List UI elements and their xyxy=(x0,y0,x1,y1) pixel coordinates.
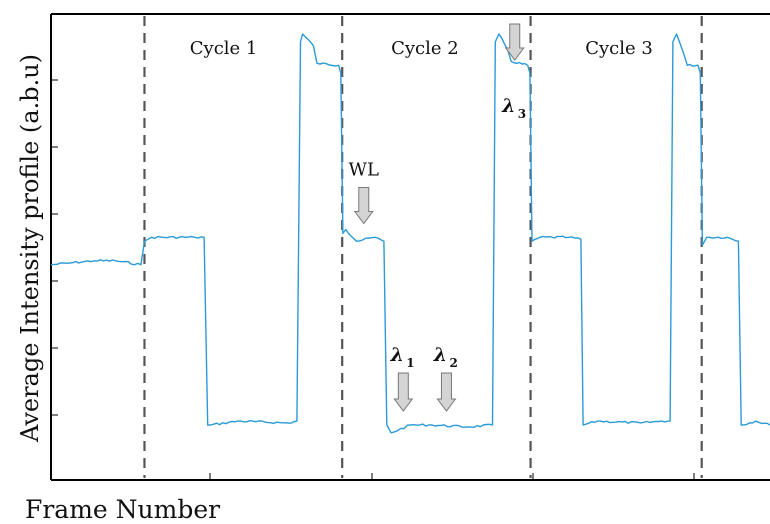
annotation-WL: WL xyxy=(349,160,380,225)
annotation-subscript-lambda-1: 1 xyxy=(406,356,414,370)
annotation-label-lambda-2: λ xyxy=(433,344,447,366)
series-line-0 xyxy=(50,33,770,434)
y-axis-label: Average Intensity profile (a.b.u) xyxy=(16,54,44,443)
annotation-label-lambda-3: λ xyxy=(501,95,515,117)
arrow-icon xyxy=(504,23,525,61)
cycle-label-1: Cycle 1 xyxy=(190,38,258,59)
annotation-label-WL: WL xyxy=(349,160,380,181)
arrow-icon xyxy=(436,372,457,412)
arrow-icon xyxy=(353,187,374,225)
annotation-label-lambda-1: λ xyxy=(390,344,404,366)
x-axis-label: Frame Number xyxy=(25,495,220,524)
cycle-label-2: Cycle 2 xyxy=(391,38,459,59)
annotation-subscript-lambda-3: 3 xyxy=(518,107,526,121)
annotation-subscript-lambda-2: 2 xyxy=(449,356,457,370)
arrow-icon xyxy=(393,372,414,412)
cycle-label-3: Cycle 3 xyxy=(585,38,653,59)
